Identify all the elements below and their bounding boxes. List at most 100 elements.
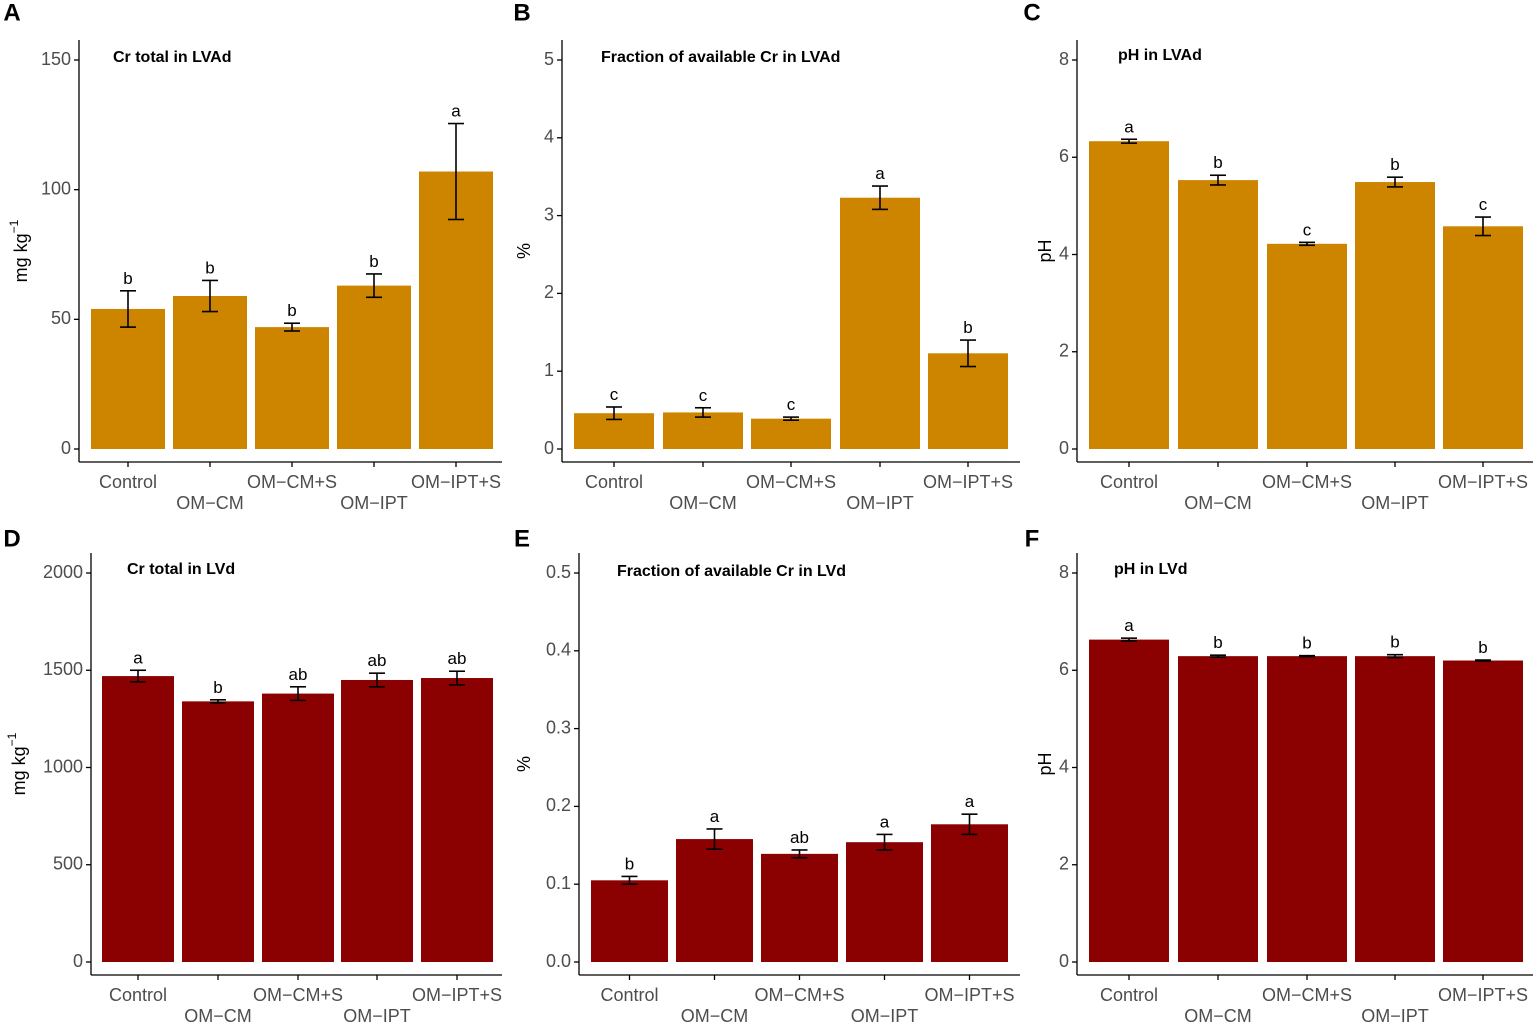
significance-letter: b [123,269,132,288]
y-tick-label: 4 [1059,243,1069,263]
y-axis-label: % [514,756,534,772]
error-bar [706,828,723,850]
significance-letter: c [699,386,708,405]
y-tick-label: 4 [544,127,554,147]
y-tick-label: 0 [73,951,83,971]
error-bar [120,290,136,328]
error-bar [872,185,888,211]
y-tick-label: 0.5 [546,562,571,582]
bar [931,824,1008,962]
panel-tag: D [3,525,20,552]
x-tick-label: Control [109,985,167,1005]
y-tick-label: 0 [1059,438,1069,458]
bar [182,701,254,962]
bar [102,676,174,962]
significance-letter: c [1303,220,1312,239]
x-tick-label: OM−IPT+S [411,472,501,492]
panel-c: Ca b c b c 0 2 4 6 8 Control OM−CM OM−CM+S OM−IPT OM−I… [1023,0,1533,513]
x-tick-label: OM−CM [176,493,244,513]
chart-title: pH in LVAd [1118,47,1202,64]
chart-title: Fraction of available Cr in LVAd [601,49,840,66]
bar [1178,180,1258,449]
error-bar [791,849,808,859]
bar [337,285,411,449]
error-bar [290,685,306,702]
significance-letter: b [1302,634,1311,653]
bar [173,295,247,449]
y-axis-label-superscript: −1 [5,732,19,746]
error-bar [1210,654,1226,658]
error-bar [695,406,711,418]
significance-letter: a [1124,616,1134,635]
y-tick-label: 6 [1059,659,1069,679]
x-tick-label: OM−IPT [1361,493,1429,513]
error-bar [960,339,976,368]
significance-letter: b [1213,153,1222,172]
x-tick-label: Control [1100,985,1158,1005]
error-bar [1210,174,1226,186]
significance-letter: a [875,164,885,183]
bar [846,842,923,962]
x-tick-label: OM−IPT+S [412,985,502,1005]
error-bar [210,699,226,704]
bar [1355,182,1435,449]
significance-letter: ab [368,651,387,670]
significance-letter: c [787,395,796,414]
y-tick-label: 50 [51,308,71,328]
y-tick-label: 0.4 [546,640,571,660]
y-tick-label: 1500 [43,659,83,679]
error-bar [284,322,300,332]
significance-letter: b [625,854,634,873]
y-axis-label: pH [1035,752,1055,775]
bar [663,412,743,449]
x-tick-label: OM−IPT [851,1006,919,1025]
bar [840,197,920,449]
x-tick-label: OM−IPT+S [1438,472,1528,492]
error-bar [130,669,146,683]
x-tick-label: Control [600,985,658,1005]
bar [1443,226,1523,449]
y-tick-label: 500 [53,854,83,874]
y-tick-label: 6 [1059,146,1069,166]
chart-title: Cr total in LVd [127,561,235,578]
bar [761,853,838,962]
y-tick-label: 2 [1059,854,1069,874]
significance-letter: b [1390,633,1399,652]
error-bar [876,833,893,851]
significance-letter: b [1390,155,1399,174]
bar [91,308,165,449]
error-bar [1299,241,1315,247]
x-tick-label: OM−CM [681,1006,749,1025]
significance-letter: b [1213,633,1222,652]
error-bar [1475,659,1491,662]
y-tick-label: 150 [41,49,71,69]
x-tick-label: OM−CM+S [247,472,337,492]
significance-letter: b [1478,638,1487,657]
x-tick-label: OM−IPT+S [924,985,1014,1005]
chart-title: Cr total in LVAd [113,49,232,66]
y-tick-label: 8 [1059,49,1069,69]
y-axis-label: pH [1035,239,1055,262]
y-tick-label: 0 [544,438,554,458]
panel-f: Fa b b b b 0 2 4 6 8 Control OM−CM OM−CM+S OM−IPT OM−I… [1025,525,1533,1025]
x-tick-label: OM−CM+S [1262,985,1352,1005]
error-bar [1121,138,1137,144]
significance-letter: ab [790,828,809,847]
bar [591,880,668,962]
y-tick-label: 2000 [43,562,83,582]
significance-letter: b [287,301,296,320]
y-tick-label: 3 [544,204,554,224]
significance-letter: a [133,648,143,667]
significance-letter: ab [289,665,308,684]
significance-letter: a [710,807,720,826]
error-bar [1299,654,1315,658]
error-bar [1387,176,1403,188]
error-bar [606,406,622,421]
bar [341,679,413,962]
x-tick-label: OM−CM+S [1262,472,1352,492]
error-bar [783,416,799,422]
x-tick-label: OM−CM+S [253,985,343,1005]
y-tick-label: 100 [41,178,71,198]
